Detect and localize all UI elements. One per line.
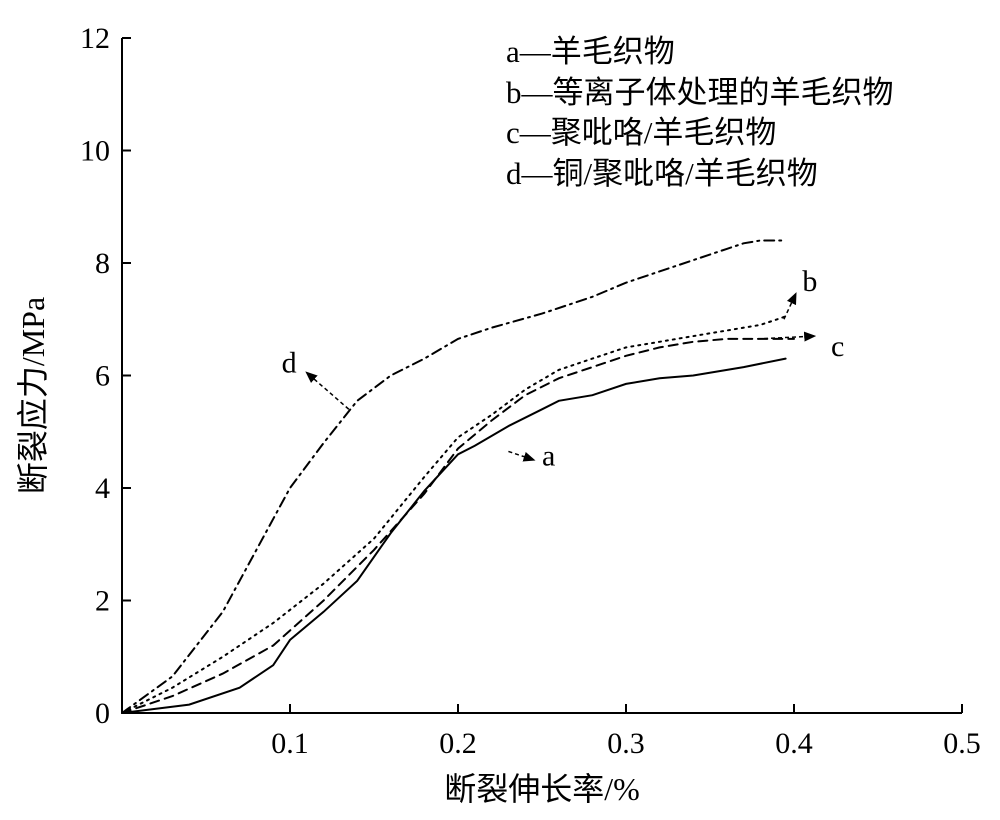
curve-label-c: c [831, 330, 844, 363]
y-axis-title: 断裂应力/MPa [15, 297, 51, 494]
y-tick-label: 10 [80, 135, 110, 168]
series-line-d [121, 239, 787, 714]
series-layer [121, 239, 795, 714]
curve-label-b: b [802, 265, 817, 298]
curve-annotations: a bc d [282, 265, 845, 472]
series-line-c [121, 337, 795, 714]
legend-entry-a: a—羊毛织物 [506, 34, 675, 69]
legend-entry-d: d—铜/聚吡咯/羊毛织物 [506, 156, 818, 191]
curve-label-d: d [282, 347, 297, 380]
curve-pointer-b [783, 292, 797, 320]
y-tick-label: 8 [95, 247, 110, 280]
y-tick-label: 6 [95, 360, 110, 393]
x-tick-label: 0.4 [775, 727, 813, 760]
x-axis-title: 断裂伸长率/% [444, 771, 640, 807]
curve-label-a: a [542, 440, 555, 473]
curve-pointer-c [757, 331, 817, 342]
legend-entry-c: c—聚吡咯/羊毛织物 [506, 115, 776, 150]
series-line-b [121, 315, 787, 714]
curve-pointer-a [508, 450, 536, 462]
x-tick-label: 0.5 [943, 727, 981, 760]
legend-entry-b: b—等离子体处理的羊毛织物 [506, 75, 894, 110]
x-tick-label: 0.1 [271, 727, 309, 760]
y-tick-label: 4 [95, 472, 110, 505]
x-tick-label: 0.2 [439, 727, 477, 760]
x-tick-label: 0.3 [607, 727, 645, 760]
curve-pointer-d [305, 371, 350, 410]
y-tick-label: 2 [95, 585, 110, 618]
legend: a—羊毛织物 b—等离子体处理的羊毛织物 c—聚吡咯/羊毛织物 d—铜/聚吡咯/羊毛织… [506, 34, 894, 191]
y-tick-label: 0 [95, 697, 110, 730]
axes: 0.1 0.2 0.3 0.4 0.5 0 2 4 6 8 10 12 断裂伸长率/% 断裂应力/MPa [15, 22, 981, 807]
series-line-a [121, 357, 787, 714]
y-tick-label: 12 [80, 22, 110, 55]
